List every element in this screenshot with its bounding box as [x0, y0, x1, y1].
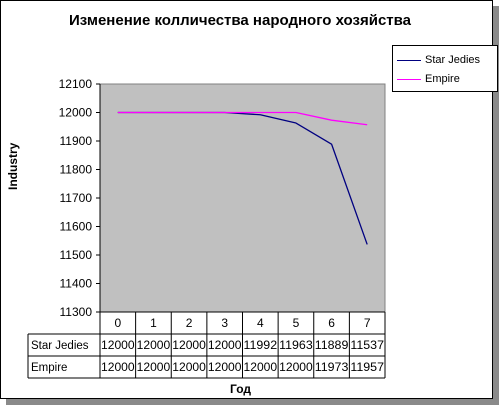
x-tick-label: 0	[114, 316, 121, 330]
table-cell-value: 12000	[137, 362, 171, 374]
y-tick-label: 11400	[60, 277, 93, 291]
table-cell-value: 12000	[101, 340, 135, 352]
table-cell-value: 11992	[244, 340, 278, 352]
y-tick-label: 11300	[60, 305, 93, 319]
y-tick-label: 11800	[60, 163, 93, 177]
legend: Star Jedies Empire	[392, 45, 498, 92]
table-cell-value: 12000	[244, 362, 278, 374]
x-tick-label: 2	[186, 316, 193, 330]
table-cell-value: 12000	[137, 340, 171, 352]
table-cell-value: 12000	[279, 362, 313, 374]
legend-label-empire: Empire	[425, 73, 460, 85]
chart-title: Изменение колличества народного хозяйств…	[68, 12, 412, 29]
y-tick-label: 12100	[59, 77, 93, 91]
y-tick-label: 11600	[60, 220, 93, 234]
x-tick-label: 5	[293, 316, 300, 330]
table-cell-value: 12000	[101, 362, 135, 374]
table-cell-value: 11963	[279, 340, 313, 352]
y-tick-label: 11700	[60, 191, 93, 205]
x-tick-label: 1	[150, 316, 157, 330]
legend-line-star-jedies	[397, 59, 421, 61]
table-cell-value: 11973	[315, 362, 349, 374]
y-tick-label: 11900	[60, 134, 93, 148]
legend-item-star-jedies: Star Jedies	[397, 53, 480, 67]
y-tick-label: 12000	[59, 106, 93, 120]
legend-item-empire: Empire	[397, 72, 460, 86]
table-cell-value: 12000	[172, 362, 206, 374]
x-tick-label: 4	[257, 316, 264, 330]
legend-line-empire	[397, 78, 421, 80]
x-axis-label: Год	[230, 382, 251, 396]
y-tick-label: 11500	[60, 248, 93, 262]
series-line-1	[117, 111, 368, 126]
table-series-label: Empire	[31, 362, 67, 374]
table-cell-value: 12000	[208, 362, 242, 374]
table-cell-value: 11957	[350, 362, 384, 374]
table-series-label: Star Jedies	[31, 340, 89, 352]
x-tick-label: 3	[221, 316, 228, 330]
table-cell-value: 12000	[172, 340, 206, 352]
x-tick-label: 7	[364, 316, 371, 330]
plot-area	[99, 83, 386, 313]
x-tick-label: 6	[328, 316, 335, 330]
table-cell-value: 11537	[350, 340, 384, 352]
table-cell-value: 12000	[208, 340, 242, 352]
legend-label-star-jedies: Star Jedies	[425, 54, 481, 66]
table-cell-value: 11889	[315, 340, 349, 352]
